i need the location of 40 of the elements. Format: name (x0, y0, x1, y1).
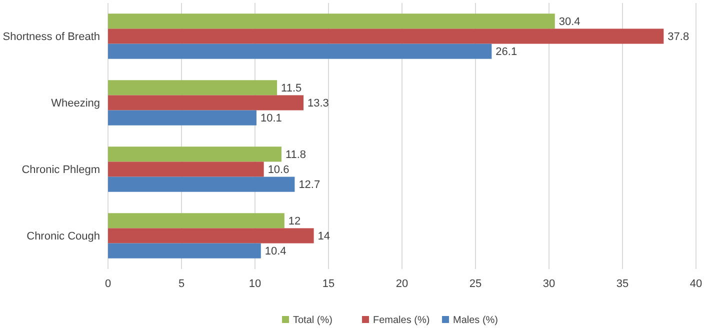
y-tick-label: Chronic Phlegm (22, 164, 100, 176)
bar (108, 95, 304, 110)
bar (108, 176, 295, 192)
y-tick-label: Shortness of Breath (2, 31, 100, 44)
x-tick-label: 5 (178, 278, 185, 290)
data-label: 14 (318, 230, 330, 243)
y-tick-label: Wheezing (51, 98, 100, 110)
data-label: 10.1 (260, 112, 282, 125)
x-tick-label: 25 (469, 278, 482, 290)
x-tick-label: 40 (690, 278, 702, 290)
x-tick-label: 15 (322, 278, 335, 290)
bar (108, 110, 256, 126)
legend-label: Males (%) (453, 315, 498, 326)
legend-label: Total (%) (293, 315, 332, 326)
x-tick-label: 30 (542, 278, 556, 290)
bar (108, 146, 282, 162)
bar (108, 243, 261, 258)
legend-label: Females (%) (373, 315, 430, 326)
bar (108, 213, 284, 228)
data-label: 11.8 (285, 149, 306, 162)
bar (108, 14, 555, 29)
y-tick-label: Chronic Cough (26, 230, 100, 243)
data-label: 10.4 (264, 246, 286, 258)
data-label: 10.6 (268, 164, 290, 176)
data-label: 13.3 (308, 98, 329, 110)
data-label: 12 (288, 216, 301, 228)
bar (108, 162, 264, 177)
bar (108, 80, 278, 96)
data-label: 37.8 (668, 31, 690, 44)
bar (108, 28, 664, 44)
data-label: 26.1 (496, 46, 518, 58)
data-label: 30.4 (558, 16, 580, 28)
bar (108, 228, 314, 244)
x-tick-label: 0 (104, 278, 112, 290)
x-tick-label: 10 (248, 278, 262, 290)
bar (108, 44, 492, 59)
data-label: 11.5 (281, 82, 302, 95)
data-label: 12.7 (298, 179, 320, 192)
x-tick-label: 20 (396, 278, 408, 290)
x-tick-label: 35 (616, 278, 629, 290)
